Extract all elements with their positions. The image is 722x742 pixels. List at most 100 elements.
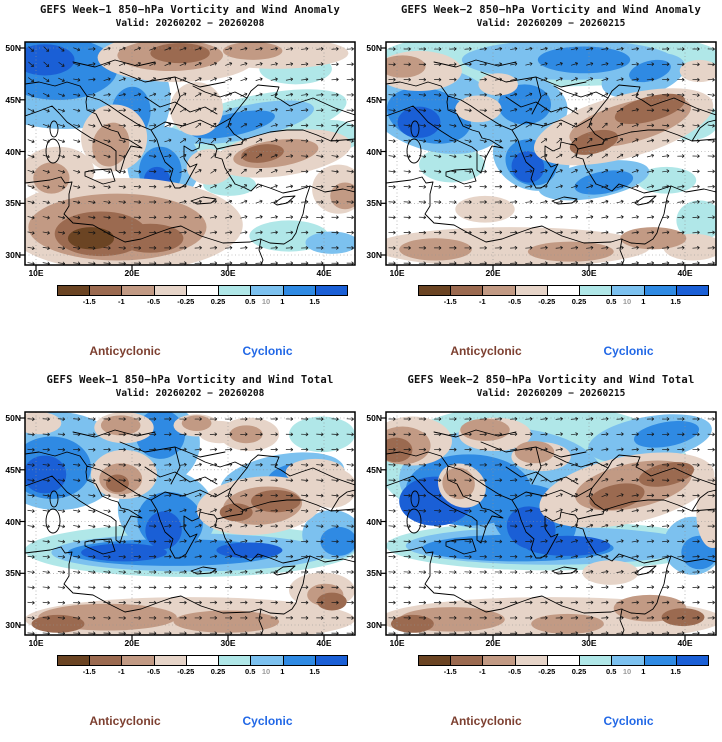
colorbar-tick-label: 0.5 [605, 667, 617, 676]
colorbar-tick-label: 1 [280, 667, 285, 676]
colorbar-cell [154, 656, 187, 665]
lat-tick-label: 35N [5, 568, 21, 579]
colorbar-cell [154, 286, 187, 295]
vorticity-map [381, 41, 717, 270]
lat-tick-label: 50N [5, 413, 21, 423]
colorbar-tick-label: 1 [641, 297, 646, 306]
lat-tick-label: 50N [366, 43, 382, 53]
lon-tick-label: 20E [485, 268, 501, 278]
colorbar-tick-label: -1 [118, 667, 125, 676]
lon-tick-label: 40E [316, 638, 332, 648]
colorbar-cell [451, 656, 484, 665]
vorticity-colorbar [418, 655, 709, 666]
colorbar-cell [315, 286, 347, 295]
lat-tick-label: 35N [366, 198, 382, 209]
lon-tick-label: 20E [124, 268, 140, 278]
colorbar-cell [419, 286, 452, 295]
colorbar-cell [644, 286, 677, 295]
lat-tick-label: 30N [5, 620, 21, 630]
lat-tick-label: 40N [5, 516, 21, 527]
colorbar-cell [122, 656, 155, 665]
panel-week1-total: GEFS Week−1 850−hPa Vorticity and Wind T… [0, 370, 361, 742]
colorbar-tick-label: 0.5 [244, 297, 256, 306]
vorticity-map [20, 411, 356, 640]
longitude-axis: 10E 20E 30E 40E [386, 638, 716, 650]
colorbar-tick-label: 1 [641, 667, 646, 676]
colorbar-cell [483, 286, 516, 295]
colorbar-cell [122, 286, 155, 295]
colorbar-tick-label: 0.5 [244, 667, 256, 676]
latitude-axis: 50N 45N 40N 35N 30N [361, 42, 382, 265]
colorbar-cell [515, 656, 548, 665]
lat-tick-label: 30N [366, 250, 382, 260]
colorbar-cell [58, 656, 91, 665]
lon-tick-label: 10E [28, 268, 44, 278]
lon-tick-label: 30E [581, 638, 597, 648]
colorbar-cell [90, 656, 123, 665]
colorbar-cell [612, 656, 645, 665]
colorbar-cell [483, 656, 516, 665]
vorticity-colorbar [57, 655, 348, 666]
latitude-axis: 50N 45N 40N 35N 30N [361, 412, 382, 635]
colorbar-cell [451, 286, 484, 295]
lon-tick-label: 30E [220, 268, 236, 278]
colorbar-tick-label: -1.5 [443, 297, 457, 306]
colorbar-tick-label: 0.25 [571, 297, 587, 306]
colorbar-tick-label: -0.25 [538, 297, 556, 306]
longitude-axis: 10E 20E 30E 40E [386, 268, 716, 280]
colorbar-tick-label: -1 [118, 297, 125, 306]
colorbar-tick-labels: -1.5 -1 -0.5 -0.25 0.25 0.5 1 1.5 10 [57, 297, 348, 307]
legend-row: Anticyclonic Cyclonic [361, 714, 722, 730]
lon-tick-label: 10E [389, 268, 405, 278]
colorbar-exponent-label: 10 [261, 667, 271, 676]
lon-tick-label: 10E [28, 638, 44, 648]
lon-tick-label: 30E [581, 268, 597, 278]
panel-week2-total: GEFS Week−2 850−hPa Vorticity and Wind T… [361, 370, 722, 742]
lon-tick-label: 10E [389, 638, 405, 648]
colorbar-cell [612, 286, 645, 295]
colorbar-tick-label: -1.5 [443, 667, 457, 676]
anticyclonic-label: Anticyclonic [89, 344, 161, 358]
cyclonic-label: Cyclonic [603, 344, 654, 358]
colorbar-cell [676, 656, 708, 665]
lat-tick-label: 45N [5, 94, 21, 105]
colorbar-cell [580, 656, 613, 665]
lat-tick-label: 40N [366, 146, 382, 157]
colorbar-tick-label: 1 [280, 297, 285, 306]
colorbar-tick-label: -0.25 [177, 297, 195, 306]
colorbar-tick-label: -0.5 [508, 667, 522, 676]
colorbar-cell [219, 656, 252, 665]
lat-tick-label: 50N [366, 413, 382, 423]
latitude-axis: 50N 45N 40N 35N 30N [0, 42, 21, 265]
anticyclonic-label: Anticyclonic [89, 714, 161, 728]
colorbar-cell [547, 286, 581, 295]
colorbar-cell [419, 656, 452, 665]
colorbar-cell [676, 286, 708, 295]
colorbar-tick-label: 0.25 [210, 297, 226, 306]
lon-tick-label: 20E [485, 638, 501, 648]
lat-tick-label: 50N [5, 43, 21, 53]
colorbar-cell [315, 656, 347, 665]
panel-week2-anomaly: GEFS Week−2 850−hPa Vorticity and Wind A… [361, 0, 722, 372]
lon-tick-label: 40E [316, 268, 332, 278]
lat-tick-label: 45N [366, 464, 382, 475]
colorbar-tick-label: 1.5 [670, 667, 681, 676]
colorbar-cell [219, 286, 252, 295]
cyclonic-label: Cyclonic [242, 714, 293, 728]
lon-tick-label: 20E [124, 638, 140, 648]
colorbar-cell [251, 656, 284, 665]
colorbar-tick-label: -0.25 [177, 667, 195, 676]
panel-title: GEFS Week−2 850−hPa Vorticity and Wind A… [401, 4, 701, 16]
vorticity-map [381, 411, 717, 640]
lon-tick-label: 40E [677, 638, 693, 648]
colorbar-cell [644, 656, 677, 665]
lon-tick-label: 40E [677, 268, 693, 278]
panel-valid-range: Valid: 20260209 − 20260215 [476, 388, 626, 399]
longitude-axis: 10E 20E 30E 40E [25, 638, 355, 650]
colorbar-tick-label: -0.5 [147, 667, 161, 676]
lon-tick-label: 30E [220, 638, 236, 648]
panel-valid-range: Valid: 20260202 − 20260208 [115, 18, 265, 29]
legend-row: Anticyclonic Cyclonic [361, 344, 722, 360]
lat-tick-label: 30N [5, 250, 21, 260]
